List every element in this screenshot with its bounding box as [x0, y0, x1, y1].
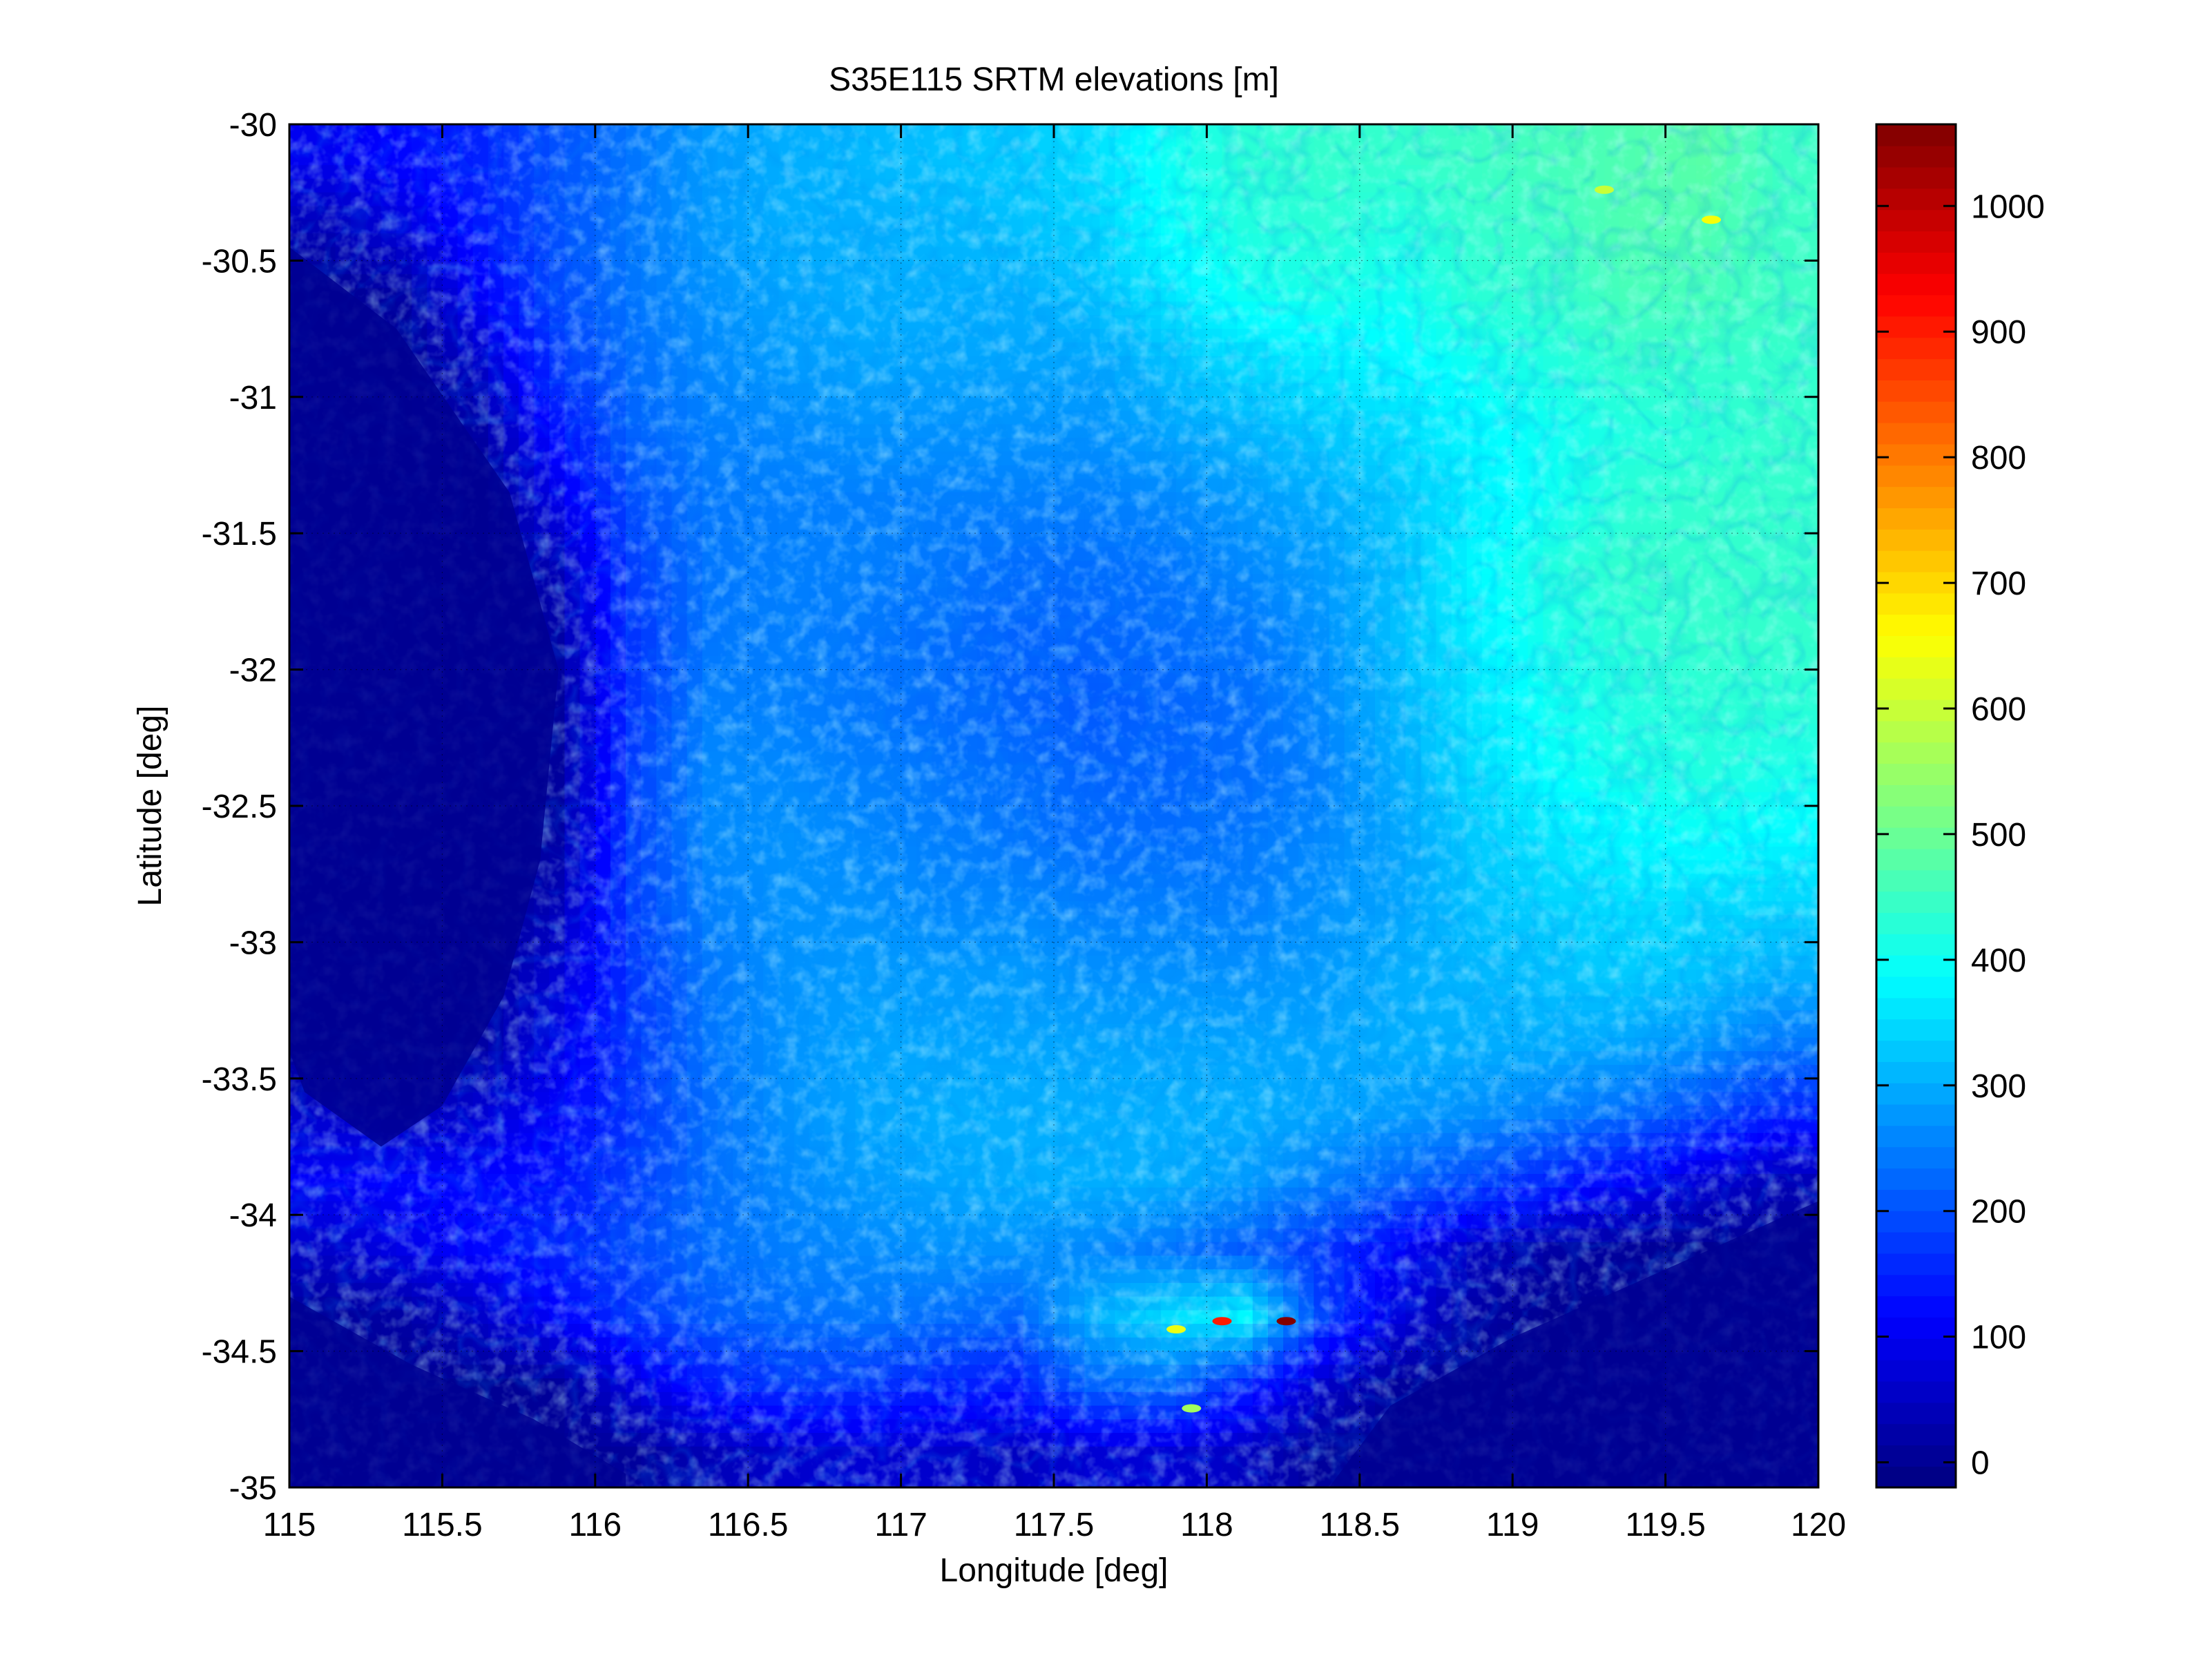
plot-area [289, 124, 1818, 1487]
chart-title: S35E115 SRTM elevations [m] [829, 61, 1279, 98]
